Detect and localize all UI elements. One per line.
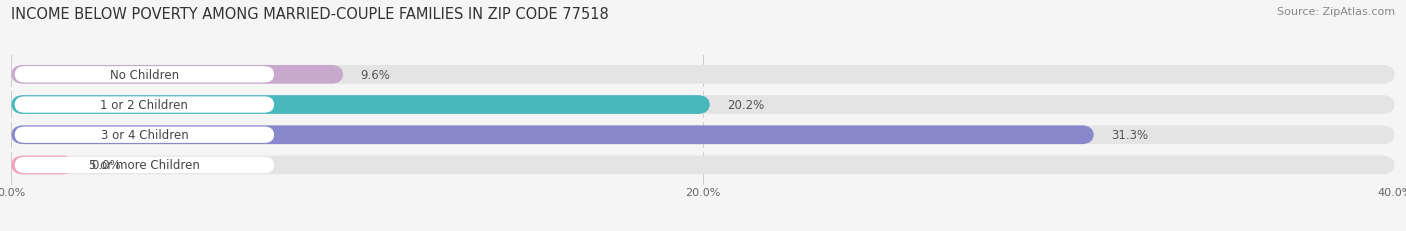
Text: 20.2%: 20.2% xyxy=(727,99,765,112)
Text: 1 or 2 Children: 1 or 2 Children xyxy=(100,99,188,112)
FancyBboxPatch shape xyxy=(11,96,710,114)
FancyBboxPatch shape xyxy=(11,66,1395,84)
Text: No Children: No Children xyxy=(110,69,179,82)
Text: INCOME BELOW POVERTY AMONG MARRIED-COUPLE FAMILIES IN ZIP CODE 77518: INCOME BELOW POVERTY AMONG MARRIED-COUPL… xyxy=(11,7,609,22)
FancyBboxPatch shape xyxy=(11,126,1395,144)
FancyBboxPatch shape xyxy=(14,127,274,143)
Text: 0.0%: 0.0% xyxy=(91,159,121,172)
FancyBboxPatch shape xyxy=(14,97,274,113)
FancyBboxPatch shape xyxy=(11,126,1094,144)
Text: 31.3%: 31.3% xyxy=(1111,129,1149,142)
Text: 3 or 4 Children: 3 or 4 Children xyxy=(101,129,188,142)
FancyBboxPatch shape xyxy=(14,67,274,83)
FancyBboxPatch shape xyxy=(11,96,1395,114)
Text: 5 or more Children: 5 or more Children xyxy=(89,159,200,172)
FancyBboxPatch shape xyxy=(11,156,1395,175)
FancyBboxPatch shape xyxy=(11,66,343,84)
Text: Source: ZipAtlas.com: Source: ZipAtlas.com xyxy=(1277,7,1395,17)
FancyBboxPatch shape xyxy=(11,156,73,175)
FancyBboxPatch shape xyxy=(14,157,274,173)
Text: 9.6%: 9.6% xyxy=(360,69,391,82)
